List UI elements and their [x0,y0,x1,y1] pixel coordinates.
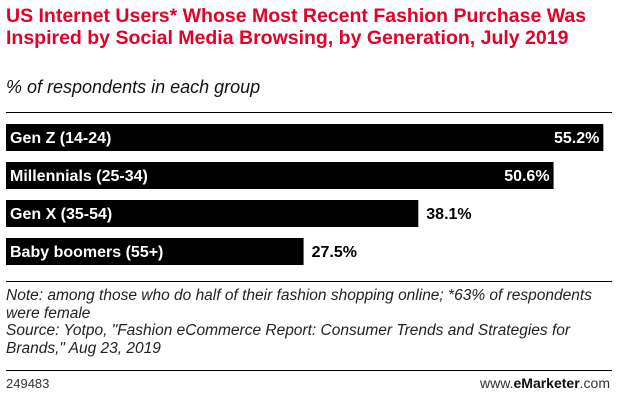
top-divider [6,112,612,113]
category-label-2: Gen X (35-54) [10,206,112,223]
brand-prefix: www. [480,375,514,391]
value-label-0: 55.2% [554,130,599,147]
footer-divider [6,370,612,371]
brand-url[interactable]: www.eMarketer.com [480,375,610,391]
bar-3 [6,238,304,265]
chart-id: 249483 [6,376,50,391]
note-text: Note: among those who do half of their f… [6,287,592,322]
category-label-1: Millennials (25-34) [10,168,148,185]
source-text: Source: Yotpo, "Fashion eCommerce Report… [6,322,571,357]
value-label-2: 38.1% [426,206,471,223]
category-label-3: Baby boomers (55+) [10,244,163,261]
value-label-1: 50.6% [504,168,549,185]
chart-subtitle: % of respondents in each group [6,77,261,97]
brand-suffix: .com [579,375,610,391]
chart-bottom-divider [6,281,612,282]
bar-chart: Gen Z (14-24) 55.2% Millennials (25-34) 50.… [6,124,604,265]
chart-title: US Internet Users* Whose Most Recent Fas… [6,5,587,49]
bar-1 [6,162,554,189]
chart-notes: Note: among those who do half of their f… [6,287,612,357]
bar-2 [6,200,419,227]
category-label-0: Gen Z (14-24) [10,130,111,147]
brand-name: eMarketer [513,375,580,391]
bar-0 [6,124,604,151]
value-label-3: 27.5% [312,244,357,261]
